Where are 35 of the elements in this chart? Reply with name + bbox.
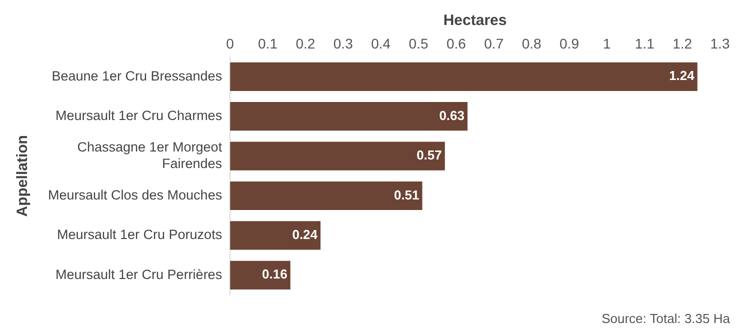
data-label: 0.51 [394,187,420,202]
x-tick-label: 0.2 [296,35,316,52]
x-tick-label: 0.9 [560,35,580,52]
y-tick-label: Chassagne 1er Morgeot Fairendes [77,140,222,171]
x-tick-label: 1 [603,35,612,52]
y-tick-label: Beaune 1er Cru Bressandes [52,68,222,84]
data-label: 0.24 [292,227,318,242]
x-tick-label: 0.5 [408,35,428,52]
bar [230,260,290,290]
bar [230,102,468,131]
x-tick-label: 0.1 [258,35,278,52]
bar [230,142,445,170]
data-label: 0.57 [416,148,442,163]
data-label: 0.63 [439,108,464,123]
data-label: 0.16 [262,266,288,282]
source-note: Source: Total: 3.35 Ha [602,311,731,326]
data-label: 1.24 [669,68,696,84]
x-tick-label: 0.8 [522,35,542,52]
y-tick-label: Meursault 1er Cru Charmes [56,108,222,124]
y-axis-title: Appellation [14,135,32,217]
x-tick-label: 0 [226,35,234,52]
x-tick-label: 0.6 [446,35,466,52]
y-tick-label: Meursault 1er Cru Poruzots [57,227,222,242]
x-tick-label: 1.2 [672,35,692,52]
x-tick-label: 0.7 [484,35,504,52]
x-tick-label: 0.4 [371,35,391,52]
bar [230,181,422,210]
x-axis-title: Hectares [443,12,507,30]
x-tick-label: 1.1 [634,35,655,52]
x-tick-label: 0.3 [333,35,354,52]
y-tick-label: Meursault Clos des Mouches [48,187,222,202]
x-tick-label: 1.3 [710,35,730,52]
bar [230,221,321,250]
y-tick-label: Meursault 1er Cru Perrières [56,266,222,282]
bar [230,62,698,91]
